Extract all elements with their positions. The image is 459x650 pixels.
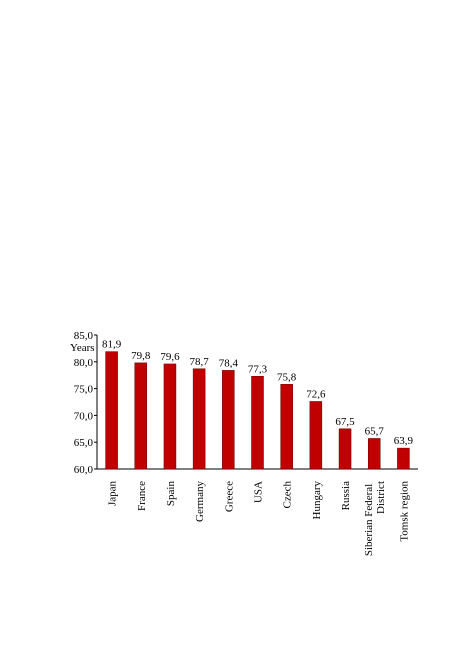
- data-label: 78,4: [219, 357, 239, 369]
- bar: [163, 363, 177, 470]
- data-label: 81,9: [102, 339, 122, 351]
- y-tick-label: 60,0: [74, 464, 94, 476]
- y-tick-label: 70,0: [74, 410, 94, 422]
- bar: [192, 368, 206, 470]
- x-tick-label: Siberian Federal District: [363, 481, 387, 556]
- data-label: 75,8: [277, 371, 297, 383]
- x-tick-label: Spain: [165, 481, 177, 507]
- y-tick-label: 80,0: [74, 357, 94, 369]
- data-label: 65,7: [365, 425, 385, 437]
- x-tick-label: Japan: [107, 481, 119, 507]
- x-tick-label: Hungary: [311, 481, 323, 520]
- data-label: 77,3: [248, 363, 268, 375]
- y-tick-label: 85,0: [74, 330, 94, 342]
- x-tick-label: USA: [253, 481, 265, 503]
- data-label: 78,7: [190, 356, 210, 368]
- bar: [251, 376, 264, 470]
- bar: [222, 370, 235, 470]
- x-tick-label: Tomsk region: [398, 481, 410, 542]
- x-tick-label: France: [136, 481, 148, 511]
- y-axis-label: Years: [70, 342, 95, 354]
- data-label: 72,6: [306, 388, 326, 400]
- bar: [397, 447, 410, 470]
- x-tick-label: Germany: [194, 481, 206, 522]
- bar: [338, 428, 352, 470]
- y-tick-label: 65,0: [74, 437, 94, 449]
- x-tick-label: Greece: [223, 481, 235, 512]
- data-label: 67,5: [335, 416, 355, 428]
- bar: [367, 438, 381, 470]
- data-label: 79,8: [131, 350, 151, 362]
- x-tick-label: Czech: [282, 481, 294, 509]
- x-tick-label: Russia: [340, 481, 352, 510]
- bar: [280, 384, 293, 470]
- bar: [105, 351, 118, 470]
- bar: [134, 362, 148, 470]
- data-label: 63,9: [394, 435, 414, 447]
- data-label: 79,6: [160, 351, 180, 363]
- bar: [309, 401, 323, 470]
- y-tick-label: 75,0: [74, 384, 94, 396]
